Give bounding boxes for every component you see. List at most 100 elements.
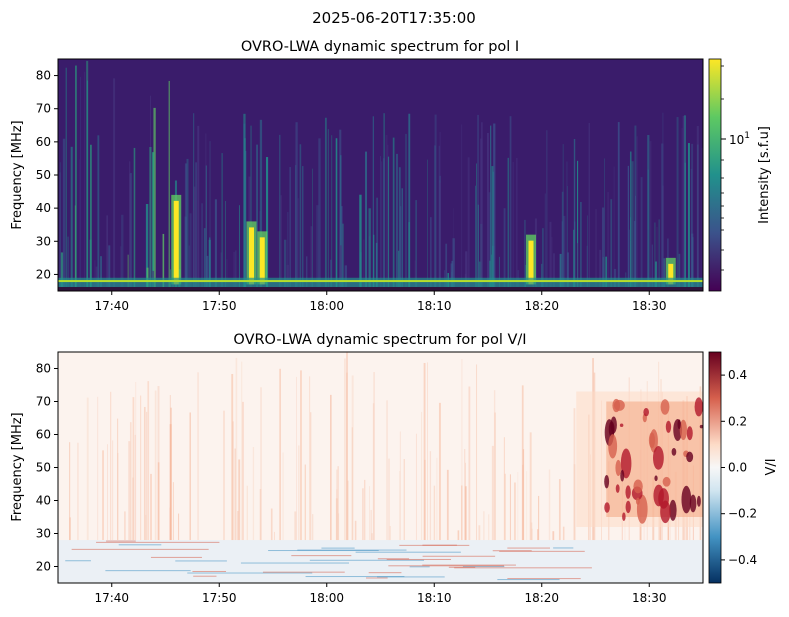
background-line [58,280,703,283]
y-tick-label: 30 [36,527,51,541]
streak [531,528,533,541]
streak [236,510,239,541]
noise-line [175,560,227,562]
noise-line [187,572,313,574]
streak [372,403,375,541]
colorbar-tick-label: 0.0 [728,461,747,475]
streak [387,156,390,291]
streak [220,252,223,291]
noise-line [192,570,227,572]
figure-suptitle: 2025-06-20T17:35:00 [312,9,476,27]
streak [388,458,390,541]
streak [297,445,300,541]
panel-pol-i-ylabel: Frequency [MHz] [10,120,25,229]
panel-pol-i-y-axis: 20 30 40 50 60 70 80 [36,69,58,281]
streak [452,238,455,291]
panel-pol-vi-heatmap [58,352,703,583]
positive-blob [671,447,677,456]
positive-blob [643,408,649,417]
streak [341,206,343,291]
streak [498,256,500,291]
streak [382,158,385,291]
streak [507,157,509,291]
streak [184,216,187,291]
streak [351,375,354,541]
x-tick-label: 18:10 [417,591,452,605]
streak [678,253,681,291]
streak [169,507,171,541]
streak [401,188,403,291]
streak [651,244,653,291]
streak [362,239,365,291]
y-tick-label: 60 [36,428,51,442]
streak [577,160,579,291]
streak [509,474,511,541]
streak [380,156,381,291]
streak [304,464,306,541]
positive-blob [686,451,694,463]
streak [149,146,152,291]
streak [635,195,637,291]
noise-line [65,560,91,562]
streak [595,209,598,291]
streak [132,397,135,541]
streak [129,422,132,541]
streak [370,509,372,541]
streak [503,208,506,291]
streak [295,122,298,291]
streak [607,192,610,291]
noise-line [368,572,402,574]
streak [102,450,104,541]
noise-line [507,578,581,580]
noise-line [105,570,191,572]
streak [362,488,364,541]
streak [67,236,69,291]
streak [663,258,666,291]
streak [340,245,342,291]
streak [335,138,338,291]
streak [691,233,694,291]
streak [602,207,605,291]
panel-pol-i-title: OVRO-LWA dynamic spectrum for pol I [241,39,519,55]
noise-line [106,540,136,542]
panel-pol-vi-x-axis: 17:40 17:50 18:00 18:10 18:20 18:30 [94,583,667,605]
streak [223,410,225,541]
streak [330,394,332,541]
streak [90,144,92,291]
streak [243,123,246,291]
x-tick-label: 18:00 [309,299,344,313]
streak [189,412,191,541]
streak [127,254,129,291]
streak [124,511,126,541]
positive-blob [620,469,625,482]
streak [150,473,152,541]
streak [235,250,237,291]
streak [331,135,333,291]
streak [480,138,483,291]
streak [231,373,234,541]
positive-blob [610,416,617,434]
streak [372,116,374,291]
noise-line [262,571,345,573]
streak [541,263,543,291]
streak [536,529,539,541]
streak [483,511,485,541]
streak [504,473,506,541]
streak [656,227,658,291]
streak [316,205,319,291]
streak [221,153,223,291]
streak [512,161,514,291]
panel-pol-vi-ylabel: Frequency [MHz] [10,412,25,521]
streak [654,222,656,291]
streak [494,412,496,541]
streak [465,462,466,541]
noise-line [507,547,551,549]
streak [429,451,432,541]
positive-blob [660,399,670,415]
negative-band [58,540,703,583]
streak [681,127,683,291]
streak [168,80,170,291]
streak [546,130,548,291]
streak [110,391,112,541]
positive-blob [604,474,610,489]
